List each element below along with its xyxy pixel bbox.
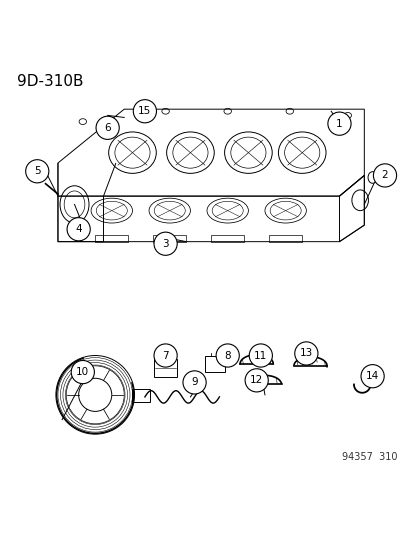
Circle shape [294,342,317,365]
Text: 7: 7 [162,351,169,360]
Text: 6: 6 [104,123,111,133]
Text: 9D-310B: 9D-310B [17,74,83,89]
Circle shape [96,116,119,140]
Text: 14: 14 [365,371,378,381]
Circle shape [216,344,239,367]
Circle shape [373,164,396,187]
Circle shape [360,365,383,388]
Text: 9: 9 [191,377,197,387]
Text: 2: 2 [381,171,387,180]
Circle shape [67,217,90,241]
Text: 94357  310: 94357 310 [341,452,396,462]
Text: 8: 8 [224,351,230,360]
Text: 15: 15 [138,106,151,116]
Text: 10: 10 [76,367,89,377]
Text: 5: 5 [34,166,40,176]
Circle shape [133,100,156,123]
Text: 1: 1 [335,119,342,128]
Ellipse shape [367,172,376,183]
Circle shape [26,160,49,183]
Text: 11: 11 [254,351,267,360]
Circle shape [244,369,268,392]
Circle shape [71,360,94,384]
Circle shape [154,232,177,255]
Text: 4: 4 [75,224,82,234]
Circle shape [183,371,206,394]
Circle shape [249,344,272,367]
Circle shape [327,112,350,135]
Text: 3: 3 [162,239,169,249]
Text: 12: 12 [249,375,263,385]
Text: 13: 13 [299,349,312,358]
Circle shape [154,344,177,367]
